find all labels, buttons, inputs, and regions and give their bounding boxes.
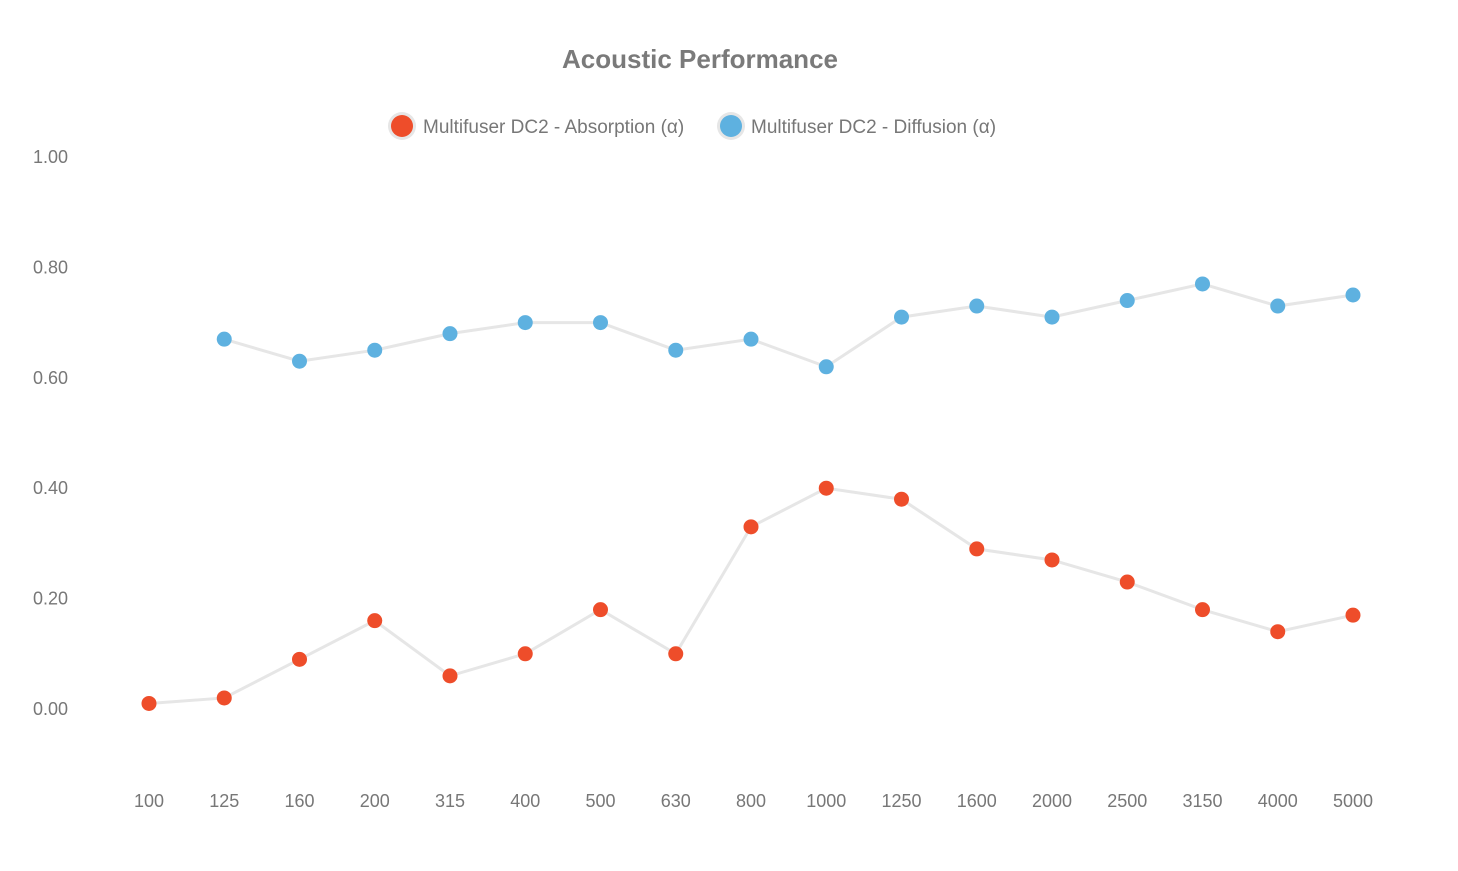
data-point[interactable] (593, 315, 608, 331)
data-point[interactable] (216, 331, 232, 347)
data-point[interactable] (1345, 287, 1361, 303)
data-point[interactable] (969, 541, 985, 557)
data-point[interactable] (216, 690, 232, 706)
x-axis: 100 125 160 200 315 400 500 630 800 1000 1250 1600 2… (134, 791, 1373, 811)
data-point[interactable] (1270, 624, 1286, 640)
data-point[interactable] (292, 353, 307, 369)
data-point[interactable] (1345, 607, 1361, 623)
data-point[interactable] (1044, 309, 1060, 325)
x-tick-label: 200 (360, 791, 390, 811)
x-tick-label: 800 (736, 791, 766, 811)
data-point[interactable] (668, 646, 684, 662)
data-point[interactable] (1195, 276, 1210, 292)
data-point[interactable] (517, 315, 533, 331)
data-point[interactable] (517, 646, 533, 662)
y-tick-label: 0.60 (33, 368, 68, 388)
x-tick-label: 2000 (1032, 791, 1072, 811)
data-point[interactable] (442, 668, 458, 684)
x-tick-label: 1000 (806, 791, 846, 811)
x-tick-label: 500 (585, 791, 615, 811)
data-point[interactable] (818, 480, 834, 496)
legend: Multifuser DC2 - Absorption (α) Multifus… (388, 112, 996, 140)
x-tick-label: 1250 (881, 791, 921, 811)
data-point[interactable] (743, 519, 759, 535)
data-point[interactable] (442, 326, 458, 342)
y-tick-label: 1.00 (33, 147, 68, 167)
chart-title: Acoustic Performance (562, 44, 838, 74)
data-point[interactable] (593, 602, 608, 618)
data-point[interactable] (743, 331, 759, 347)
legend-label-absorption: Multifuser DC2 - Absorption (α) (423, 117, 684, 138)
x-tick-label: 400 (510, 791, 540, 811)
data-point[interactable] (367, 613, 383, 629)
y-tick-label: 0.00 (33, 699, 68, 719)
x-tick-label: 125 (209, 791, 239, 811)
x-tick-label: 100 (134, 791, 164, 811)
x-tick-label: 4000 (1258, 791, 1298, 811)
data-point[interactable] (292, 651, 307, 667)
data-point[interactable] (1270, 298, 1286, 314)
x-tick-label: 2500 (1107, 791, 1147, 811)
y-tick-label: 0.40 (33, 478, 68, 498)
data-point[interactable] (894, 491, 909, 507)
x-tick-label: 315 (435, 791, 465, 811)
y-axis: 0.00 0.20 0.40 0.60 0.80 1.00 (33, 147, 68, 719)
data-point[interactable] (1195, 602, 1210, 618)
data-point[interactable] (141, 695, 157, 711)
data-point[interactable] (668, 342, 684, 358)
data-point[interactable] (894, 309, 909, 325)
data-point[interactable] (969, 298, 985, 314)
series-line-1 (223, 282, 1354, 369)
legend-marker-absorption (391, 115, 413, 137)
legend-item-absorption[interactable]: Multifuser DC2 - Absorption (α) (388, 112, 684, 140)
legend-label-diffusion: Multifuser DC2 - Diffusion (α) (751, 117, 996, 138)
x-tick-label: 160 (284, 791, 314, 811)
data-point[interactable] (1119, 574, 1135, 590)
y-tick-label: 0.80 (33, 257, 68, 277)
x-tick-label: 630 (661, 791, 691, 811)
x-tick-label: 3150 (1182, 791, 1222, 811)
data-point[interactable] (367, 342, 383, 358)
legend-item-diffusion[interactable]: Multifuser DC2 - Diffusion (α) (717, 112, 996, 140)
legend-marker-diffusion (720, 115, 742, 137)
x-tick-label: 1600 (957, 791, 997, 811)
plot-area (141, 276, 1361, 711)
data-point[interactable] (818, 359, 834, 375)
y-tick-label: 0.20 (33, 589, 68, 609)
x-tick-label: 5000 (1333, 791, 1373, 811)
data-point[interactable] (1044, 552, 1060, 568)
data-point[interactable] (1119, 293, 1135, 309)
